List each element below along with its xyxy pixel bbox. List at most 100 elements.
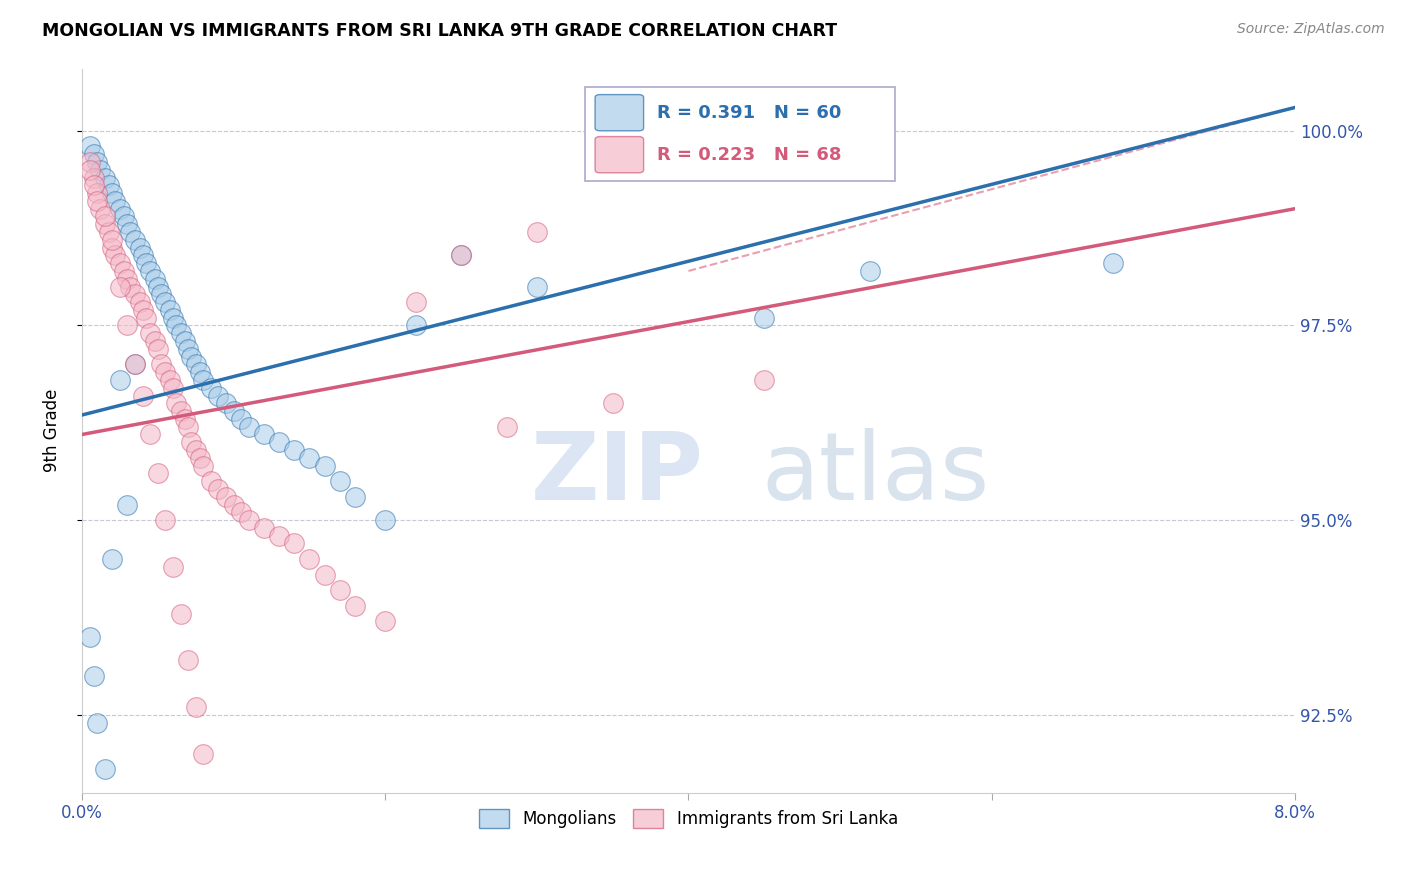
Point: [374, 513, 396, 527]
Point: [165, 396, 187, 410]
Point: [526, 225, 548, 239]
Point: [495, 419, 517, 434]
Point: [200, 474, 222, 488]
Point: [329, 583, 352, 598]
Point: [117, 498, 139, 512]
Point: [184, 358, 207, 372]
Point: [267, 435, 290, 450]
Point: [83, 178, 105, 193]
Point: [754, 310, 776, 325]
Point: [135, 256, 157, 270]
Point: [120, 279, 142, 293]
Point: [155, 295, 177, 310]
Point: [98, 225, 121, 239]
Point: [602, 396, 624, 410]
Point: [253, 521, 276, 535]
Point: [267, 529, 290, 543]
Point: [374, 615, 396, 629]
Point: [1102, 256, 1125, 270]
Text: R = 0.391   N = 60: R = 0.391 N = 60: [657, 103, 841, 121]
Point: [124, 358, 146, 372]
Point: [859, 264, 882, 278]
Point: [222, 498, 245, 512]
Point: [177, 342, 200, 356]
Point: [155, 365, 177, 379]
Point: [93, 217, 115, 231]
Point: [149, 287, 172, 301]
Point: [79, 630, 101, 644]
Point: [159, 373, 181, 387]
Point: [177, 419, 200, 434]
Point: [177, 653, 200, 667]
Point: [343, 490, 366, 504]
Point: [193, 747, 215, 761]
Point: [89, 162, 111, 177]
Text: atlas: atlas: [761, 428, 990, 520]
Point: [86, 186, 108, 200]
Point: [174, 334, 197, 348]
Point: [93, 170, 115, 185]
Point: [104, 248, 127, 262]
Point: [238, 513, 260, 527]
Point: [124, 287, 146, 301]
Point: [231, 505, 253, 519]
Point: [188, 365, 211, 379]
Point: [188, 450, 211, 465]
Point: [104, 194, 127, 208]
Point: [174, 412, 197, 426]
Point: [86, 155, 108, 169]
Point: [143, 334, 166, 348]
Point: [343, 599, 366, 613]
Point: [101, 233, 124, 247]
Point: [108, 256, 131, 270]
Point: [222, 404, 245, 418]
Point: [131, 388, 153, 402]
Point: [108, 202, 131, 216]
Point: [149, 358, 172, 372]
Point: [101, 186, 124, 200]
Point: [83, 170, 105, 185]
Point: [146, 467, 169, 481]
Point: [231, 412, 253, 426]
FancyBboxPatch shape: [585, 87, 894, 181]
Point: [101, 241, 124, 255]
FancyBboxPatch shape: [595, 95, 644, 131]
Point: [108, 279, 131, 293]
Point: [101, 552, 124, 566]
Legend: Mongolians, Immigrants from Sri Lanka: Mongolians, Immigrants from Sri Lanka: [472, 803, 904, 835]
Point: [405, 295, 427, 310]
Point: [131, 248, 153, 262]
Point: [131, 302, 153, 317]
Point: [139, 427, 162, 442]
Point: [89, 202, 111, 216]
Point: [79, 155, 101, 169]
Point: [93, 762, 115, 776]
Point: [112, 264, 135, 278]
Point: [79, 162, 101, 177]
Point: [112, 210, 135, 224]
Point: [162, 310, 184, 325]
Point: [139, 264, 162, 278]
Point: [124, 233, 146, 247]
Point: [207, 482, 229, 496]
Point: [200, 381, 222, 395]
Point: [526, 279, 548, 293]
Point: [155, 513, 177, 527]
Point: [108, 373, 131, 387]
Point: [117, 217, 139, 231]
Point: [253, 427, 276, 442]
Point: [207, 388, 229, 402]
Point: [298, 450, 321, 465]
Point: [329, 474, 352, 488]
Point: [117, 272, 139, 286]
Point: [165, 318, 187, 333]
Point: [139, 326, 162, 341]
Point: [180, 435, 202, 450]
Point: [184, 443, 207, 458]
Point: [159, 302, 181, 317]
Point: [146, 279, 169, 293]
Point: [93, 210, 115, 224]
Point: [83, 147, 105, 161]
Point: [238, 419, 260, 434]
Point: [193, 373, 215, 387]
